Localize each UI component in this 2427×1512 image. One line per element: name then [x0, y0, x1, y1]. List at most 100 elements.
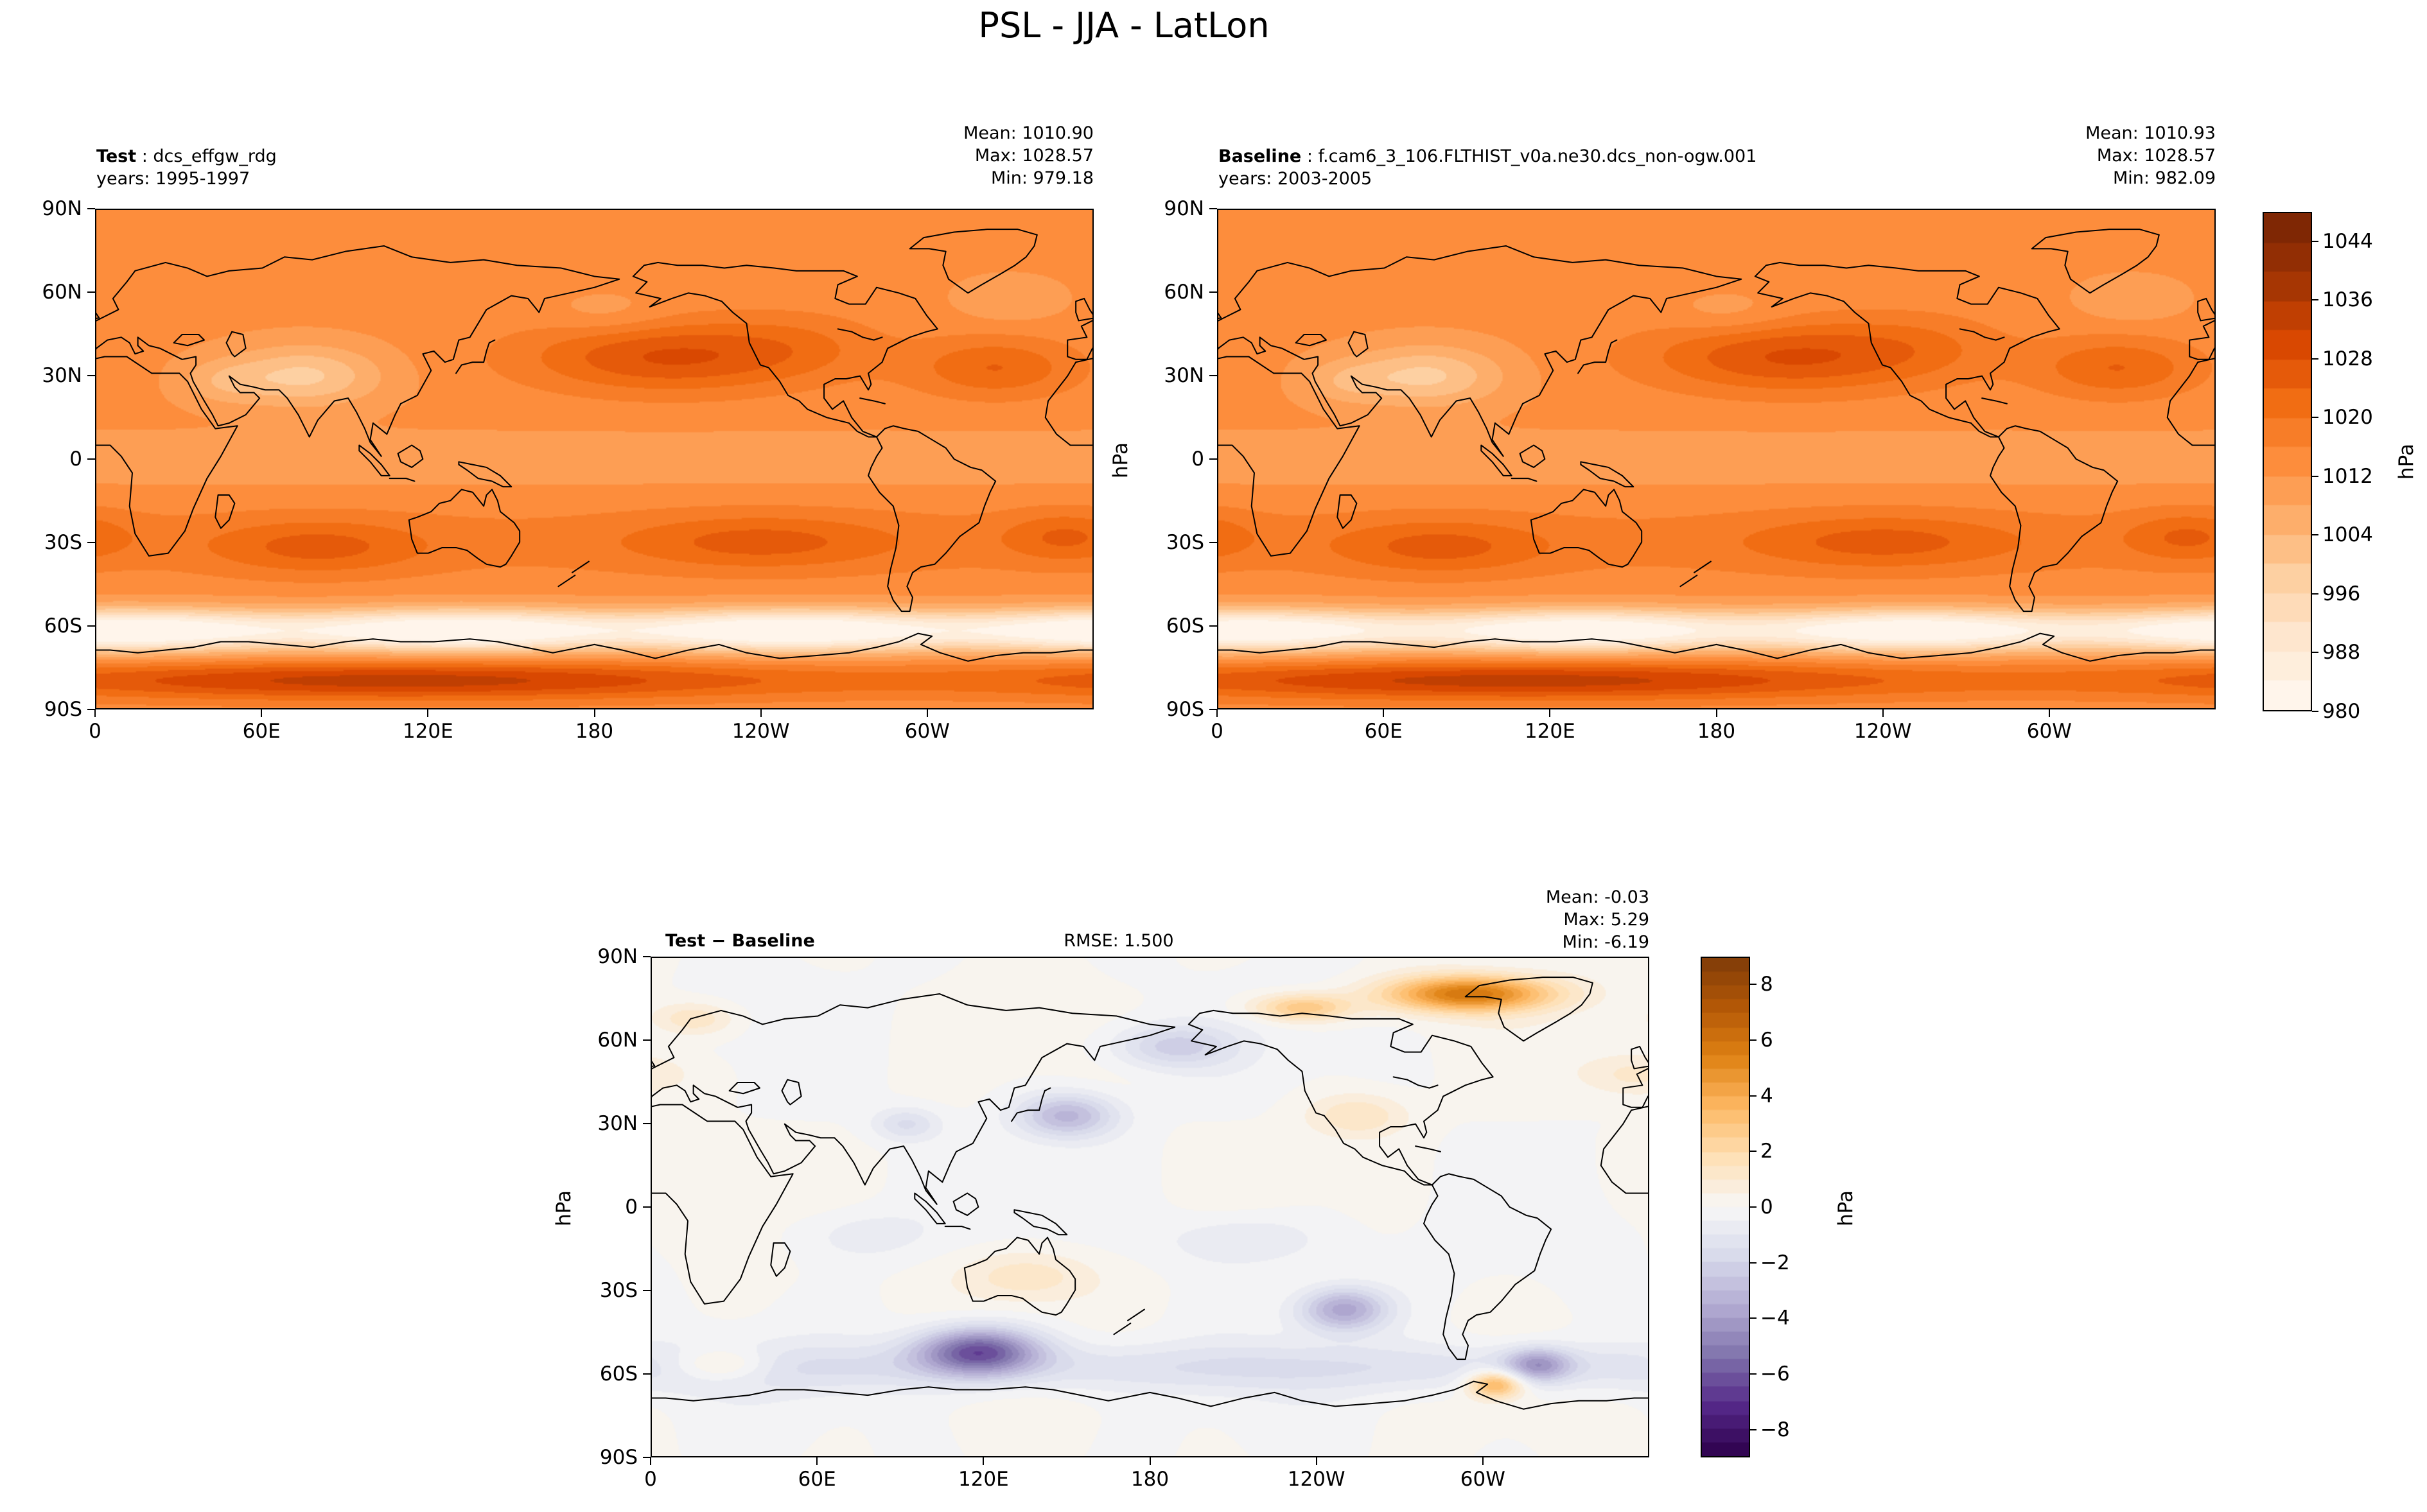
- x-axis-tick-label: 0: [89, 720, 101, 743]
- coastline-path: [390, 478, 415, 481]
- coastline-path: [1014, 1210, 1067, 1235]
- diff-map: [651, 957, 1649, 1457]
- colorbar-tick-label: 8: [1760, 973, 1773, 996]
- y-axis-tick: [643, 1123, 651, 1124]
- coastline-path: [771, 1243, 790, 1276]
- coastline-path: [456, 340, 495, 374]
- coastline-path: [1631, 1047, 1648, 1068]
- y-axis-tick: [87, 375, 95, 376]
- colorbar-tick: [2312, 593, 2318, 595]
- x-axis-tick: [1482, 1457, 1484, 1465]
- baseline-case-line: Baseline : f.cam6_3_106.FLTHIST_v0a.ne30…: [1218, 145, 1757, 168]
- y-axis-tick-label: 30N: [42, 364, 82, 387]
- test-label: Test: [96, 146, 137, 166]
- coastline-path: [633, 263, 938, 437]
- coastline-path: [1012, 1088, 1050, 1122]
- y-axis-tick: [87, 625, 95, 627]
- baseline-map: [1217, 209, 2216, 709]
- colorbar-tick-label: −4: [1760, 1307, 1790, 1330]
- colorbar-tick-label: 1044: [2322, 229, 2373, 253]
- diff-stat-max: Max: 5.29: [1563, 910, 1649, 930]
- baseline-label: Baseline: [1218, 146, 1302, 166]
- x-axis-tick-label: 60E: [1364, 720, 1403, 743]
- colorbar-tick-label: 2: [1760, 1140, 1773, 1163]
- coastline-path: [730, 1082, 760, 1093]
- y-axis-tick: [87, 542, 95, 543]
- x-axis-tick: [1882, 709, 1884, 717]
- y-axis-tick: [87, 208, 95, 209]
- coastline-path: [1296, 335, 1326, 345]
- y-axis-tick: [643, 1457, 651, 1458]
- y-axis-tick-label: 90S: [44, 698, 82, 721]
- x-axis-tick-label: 60E: [798, 1468, 836, 1491]
- coastline-path: [1481, 445, 1511, 475]
- y-axis-tick: [1209, 625, 1217, 627]
- coastline-path: [96, 299, 99, 320]
- coastline-path: [1218, 246, 1741, 456]
- x-axis-tick: [1315, 1457, 1317, 1465]
- coastline-path: [1578, 340, 1617, 374]
- y-axis-tick-label: 30S: [1166, 531, 1204, 554]
- y-axis-tick: [643, 956, 651, 957]
- test-stat-min: Min: 979.18: [990, 168, 1094, 188]
- coastline-path: [1424, 1174, 1551, 1359]
- x-axis-tick-label: 60E: [242, 720, 281, 743]
- colorbar-tick: [1750, 1095, 1757, 1097]
- colorbar-tick-label: −2: [1760, 1251, 1790, 1274]
- baseline-case: : f.cam6_3_106.FLTHIST_v0a.ne30.dcs_non-…: [1301, 146, 1757, 166]
- colorbar-tick-label: −6: [1760, 1362, 1790, 1386]
- page-title: PSL - JJA - LatLon: [978, 5, 1270, 46]
- x-axis-tick: [2048, 709, 2050, 717]
- colorbar-tick: [2312, 358, 2318, 360]
- coastline-path: [1520, 445, 1545, 467]
- y-axis-tick: [1209, 291, 1217, 293]
- colorbar-tick: [1750, 1262, 1757, 1264]
- absolute-colorbar: [2263, 212, 2312, 711]
- coastline-path: [1466, 977, 1593, 1041]
- colorbar-tick-label: 0: [1760, 1195, 1773, 1219]
- coastline-path: [652, 1104, 793, 1303]
- y-axis-tick-label: 90N: [42, 197, 82, 220]
- coastline-path: [1337, 495, 1356, 528]
- coastline-path: [1189, 1011, 1493, 1185]
- diff-stat-min: Min: -6.19: [1562, 932, 1649, 952]
- coastline-path: [945, 1226, 970, 1229]
- x-axis-tick: [1216, 709, 1218, 717]
- colorbar-tick: [1750, 984, 1757, 986]
- coastline-path: [1076, 299, 1092, 320]
- coastline-path: [652, 994, 1175, 1204]
- test-header: Test : dcs_effgw_rdg years: 1995-1997: [96, 145, 277, 190]
- baseline-stats: Mean: 1010.93 Max: 1028.57 Min: 982.09: [1895, 122, 2216, 189]
- y-axis-tick-label: 90N: [597, 945, 638, 968]
- x-axis-tick-label: 180: [1697, 720, 1736, 743]
- coastline-path: [96, 246, 619, 456]
- colorbar-tick-label: 4: [1760, 1084, 1773, 1108]
- y-axis-tick: [87, 709, 95, 710]
- coastline-path: [226, 332, 245, 357]
- coastline-path: [1218, 299, 1221, 320]
- coastline-path: [1114, 1323, 1130, 1334]
- coastline-path: [459, 462, 511, 487]
- x-axis-tick: [427, 709, 429, 717]
- coastline-path: [1581, 462, 1633, 487]
- colorbar-tick: [2312, 534, 2318, 536]
- baseline-stat-mean: Mean: 1010.93: [2085, 123, 2216, 143]
- colorbar-tick-label: 1012: [2322, 464, 2373, 488]
- coastline-path: [2189, 246, 2214, 456]
- coastline-path: [782, 1080, 801, 1105]
- colorbar-tick: [1750, 1151, 1757, 1152]
- coastline-path: [1150, 1382, 1649, 1409]
- coastline-path: [215, 495, 234, 528]
- y-axis-tick-label: 60S: [599, 1362, 638, 1386]
- x-axis-tick: [760, 709, 762, 717]
- diff-stats: Mean: -0.03 Max: 5.29 Min: -6.19: [1328, 886, 1649, 953]
- y-axis-tick-label: 60N: [1164, 281, 1204, 304]
- coastline-path: [860, 398, 885, 404]
- y-axis-tick-label: 90S: [599, 1446, 638, 1469]
- x-axis-tick: [1383, 709, 1385, 717]
- coastline-path: [1717, 634, 2215, 661]
- difference-colorbar-canvas: [1702, 958, 1749, 1456]
- x-axis-tick: [1549, 709, 1551, 717]
- x-axis-tick-label: 120W: [1287, 1468, 1345, 1491]
- coastline-path: [1348, 332, 1367, 357]
